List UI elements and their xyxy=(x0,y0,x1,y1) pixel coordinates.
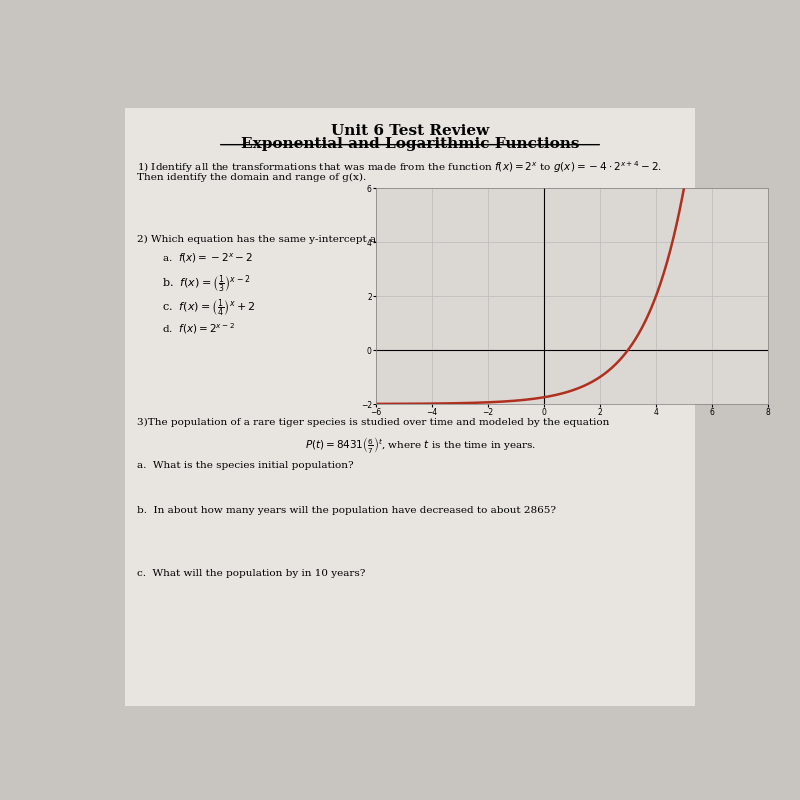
Text: b.  In about how many years will the population have decreased to about 2865?: b. In about how many years will the popu… xyxy=(138,506,556,514)
Text: $P(t) = 8431\left(\frac{6}{7}\right)^t$, where $t$ is the time in years.: $P(t) = 8431\left(\frac{6}{7}\right)^t$,… xyxy=(305,435,536,454)
Text: Unit 6 Test Review: Unit 6 Test Review xyxy=(331,124,489,138)
Text: a.  What is the species initial population?: a. What is the species initial populatio… xyxy=(138,461,354,470)
Text: d.  $f(x) = 2^{x-2}$: d. $f(x) = 2^{x-2}$ xyxy=(162,321,235,336)
FancyBboxPatch shape xyxy=(125,108,695,706)
Text: c.  $f(x) = \left(\frac{1}{4}\right)^x + 2$: c. $f(x) = \left(\frac{1}{4}\right)^x + … xyxy=(162,298,255,319)
Text: c.  What will the population by in 10 years?: c. What will the population by in 10 yea… xyxy=(138,569,366,578)
Text: 2) Which equation has the same y-intercept as the graph on the right?: 2) Which equation has the same y-interce… xyxy=(138,234,508,244)
Text: a.  $f(x) = -2^x - 2$: a. $f(x) = -2^x - 2$ xyxy=(162,251,253,265)
Text: 3)The population of a rare tiger species is studied over time and modeled by the: 3)The population of a rare tiger species… xyxy=(138,418,610,426)
Text: Then identify the domain and range of g(x).: Then identify the domain and range of g(… xyxy=(138,173,366,182)
Text: b.  $f(x) = \left(\frac{1}{3}\right)^{x-2}$: b. $f(x) = \left(\frac{1}{3}\right)^{x-2… xyxy=(162,274,250,294)
Text: Exponential and Logarithmic Functions: Exponential and Logarithmic Functions xyxy=(241,138,579,151)
Text: 1) Identify all the transformations that was made from the function $f(x) = 2^x$: 1) Identify all the transformations that… xyxy=(138,159,662,174)
